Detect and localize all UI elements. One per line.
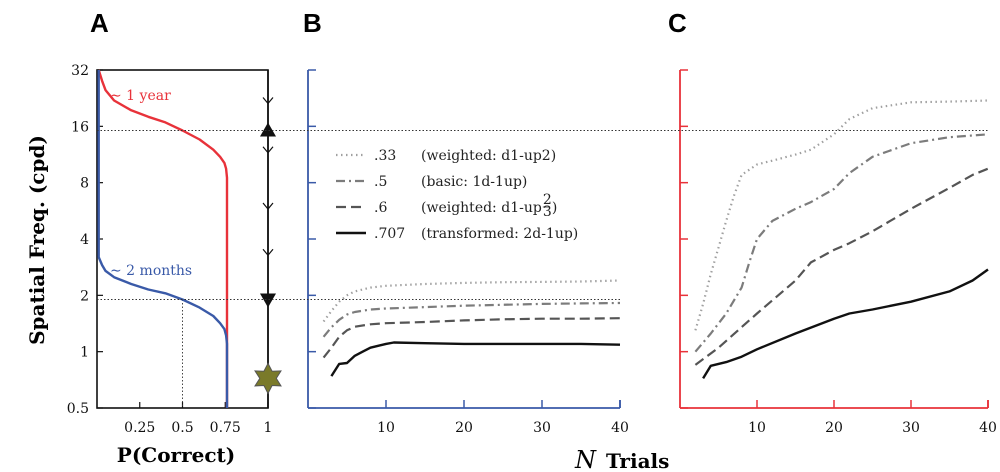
x-tick-label: 40 [611,420,629,436]
arrow-marker [262,97,274,105]
legend-description: (weighted: d1-up [421,200,542,216]
panel-a-markers [254,70,282,408]
y-tick-label: 2 [80,288,89,304]
panel-letter-c: C [668,8,687,38]
panel-b-series [322,279,621,377]
panel-b-legend: .33 (weighted: d1-up2) .5 (basic: 1d-1up) .6… [336,148,578,242]
x-tick-label: 10 [748,420,766,436]
legend-description: (weighted: d1-up2) [421,148,556,164]
panel-b-series-line [330,341,621,377]
panel-c-series-line [694,99,989,331]
x-tick-label: 20 [455,420,473,436]
panel-a: 0.5 1 2 4 8 16 32 0.25 0.5 0.75 1 ∼ 1 year ∼ 2 mo… [67,63,282,436]
x-axis-title-a: P(Correct) [117,443,235,467]
x-tick-label: 1 [264,420,273,436]
panel-b-series-line [322,279,621,323]
panel-a-x-ticks: 0.25 0.5 0.75 1 [124,402,272,436]
y-tick-label: 32 [71,63,89,79]
triangle-down-marker [260,293,276,308]
panel-c-series-line [702,268,989,380]
red-psychometric-curve [97,69,229,408]
reference-lines [97,130,988,300]
legend-value: .6 [374,200,387,216]
x-axis-title-trials: Trials [606,449,669,472]
panel-b-series-line [322,317,621,359]
legend-description: (transformed: 2d-1up) [421,226,578,242]
legend-value: .33 [374,148,396,164]
legend-fraction-denominator: 3 [543,204,552,220]
panel-b: 10 20 30 40 .33 (weighted: d1-up2) .5 (basic: … [307,69,629,436]
panel-c: 10 20 30 40 [679,69,997,436]
x-tick-label: 0.5 [171,420,193,436]
blue-psychometric-curve [97,70,229,408]
arrow-marker [262,146,274,154]
panel-c-x-ticks: 10 20 30 40 [748,400,997,436]
arrow-marker [262,248,274,257]
x-tick-label: 10 [377,420,395,436]
panel-a-frame [96,69,269,409]
legend-description: (basic: 1d-1up) [421,174,527,190]
panel-a-series [97,69,229,408]
y-tick-label: 8 [80,176,89,192]
legend-description-end: ) [552,200,557,216]
x-tick-label: 30 [533,420,551,436]
annotation-one-year: ∼ 1 year [110,88,171,104]
legend-value: .707 [374,226,405,242]
panel-c-axes [679,69,989,409]
arrow-marker [262,202,274,210]
x-tick-label: 40 [979,420,997,436]
y-tick-label: 0.5 [67,401,89,417]
y-tick-label: 4 [80,232,89,248]
panel-b-series-line [322,301,621,338]
y-axis-title: Spatial Freq. (cpd) [25,135,49,345]
x-tick-label: 0.75 [210,420,241,436]
panel-letter-b: B [303,8,322,38]
x-axis-title-n: N [574,446,597,472]
panel-letter-a: A [90,8,109,38]
triangle-up-marker [260,122,276,137]
y-tick-label: 1 [80,345,89,361]
y-tick-label: 16 [71,119,89,135]
legend-value: .5 [374,174,387,190]
star-marker [254,362,282,395]
legend-fraction-numerator: 2 [543,192,552,208]
panel-c-series [694,99,989,380]
x-tick-label: 30 [902,420,920,436]
panel-c-series-line [694,167,989,366]
x-tick-label: 0.25 [124,420,155,436]
panel-c-series-line [694,133,989,353]
annotation-two-months: ∼ 2 months [110,263,192,279]
panel-b-x-ticks: 10 20 30 40 [377,400,629,436]
panel-a-y-ticks: 0.5 1 2 4 8 16 32 [67,63,103,417]
x-tick-label: 20 [825,420,843,436]
